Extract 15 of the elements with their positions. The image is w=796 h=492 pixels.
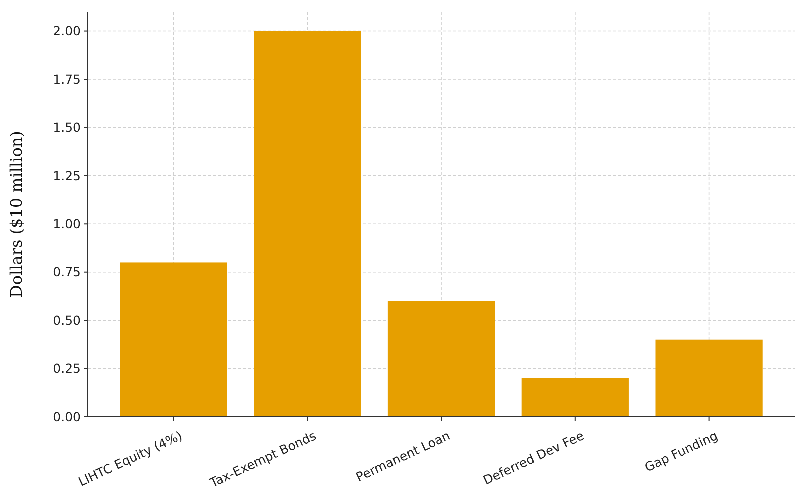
y-tick-label: 1.50	[53, 120, 82, 136]
y-tick-label: 0.00	[53, 409, 82, 424]
y-axis-title: Dollars ($10 million)	[7, 131, 26, 298]
y-tick-label: 2.00	[53, 24, 82, 39]
bar	[656, 340, 763, 417]
y-tick-label: 0.75	[53, 264, 81, 280]
y-tick-label: 0.50	[53, 312, 82, 328]
bar	[120, 262, 228, 417]
y-tick-label: 1.75	[53, 72, 81, 87]
y-tick-label: 1.00	[53, 216, 82, 232]
bar	[522, 378, 629, 417]
bar	[388, 301, 496, 417]
bar	[254, 31, 362, 417]
y-tick-label: 1.25	[53, 168, 81, 184]
y-tick-label: 0.25	[53, 361, 81, 376]
